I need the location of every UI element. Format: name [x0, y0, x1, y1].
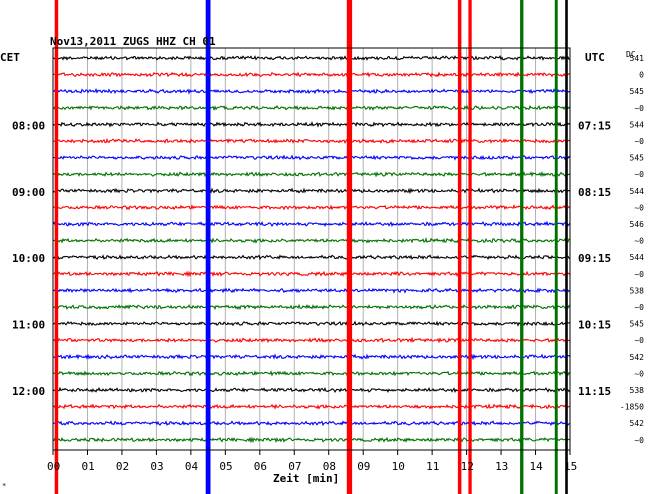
trace-line [52, 204, 571, 211]
cet-hour-label: 10:00 [12, 252, 45, 265]
cet-hour-label: 08:00 [12, 119, 45, 132]
trace-line [52, 54, 571, 61]
chart-title: Nov13,2011 ZUGS HHZ CH 01 [50, 35, 216, 48]
dc-label: DC [626, 50, 636, 59]
cet-hour-label: 09:00 [12, 186, 45, 199]
seismic-traces [52, 54, 571, 444]
utc-hour-label: 08:15 [578, 186, 611, 199]
trace-line [52, 370, 571, 377]
utc-label: UTC [585, 51, 605, 64]
dc-offset-label: ~0 [634, 336, 644, 345]
trace-line [52, 104, 571, 112]
x-tick-label: 05 [219, 460, 232, 473]
trace-line [52, 287, 571, 294]
x-tick-label: 11 [426, 460, 439, 473]
x-tick-label: 09 [357, 460, 370, 473]
dc-offset-label: 546 [630, 220, 645, 229]
x-tick-label: 06 [254, 460, 267, 473]
trace-line [52, 220, 571, 228]
x-tick-label: 13 [495, 460, 508, 473]
dc-offset-label: ~0 [634, 303, 644, 312]
plot-frame [52, 47, 571, 451]
dc-offset-label: 544 [630, 120, 645, 129]
trace-line [52, 187, 571, 195]
trace-line [52, 71, 571, 78]
trace-line [52, 386, 571, 394]
x-tick-label: 04 [185, 460, 199, 473]
dc-offset-label: 544 [630, 187, 645, 196]
utc-hour-label: 09:15 [578, 252, 611, 265]
cet-hour-labels: 08:00 09:00 10:00 11:00 12:00 [12, 119, 45, 398]
dc-offset-label: 545 [630, 87, 645, 96]
dc-offset-label: ~0 [634, 137, 644, 146]
x-tick-label: 12 [461, 460, 474, 473]
dc-offset-label: 544 [630, 253, 645, 262]
trace-line [52, 237, 571, 244]
dc-offset-label: 545 [630, 320, 645, 329]
dc-offset-label: ~0 [634, 237, 644, 246]
dc-offset-label: ~0 [634, 436, 644, 445]
x-tick-label: 10 [392, 460, 405, 473]
dc-offset-label: -1850 [620, 403, 644, 412]
trace-line [52, 353, 571, 361]
dc-offset-label: 538 [630, 286, 645, 295]
event-band [554, 0, 558, 494]
x-tick-label: 14 [530, 460, 544, 473]
event-band [565, 0, 568, 494]
trace-line [52, 120, 571, 128]
x-tick-label: 08 [323, 460, 336, 473]
dc-offset-label: ~0 [634, 170, 644, 179]
x-tick-label: 01 [81, 460, 94, 473]
x-tick-label: 07 [288, 460, 301, 473]
dc-offset-label: 542 [630, 353, 645, 362]
event-band [457, 0, 462, 494]
dc-offset-label: 542 [630, 419, 645, 428]
trace-line [52, 403, 571, 410]
event-band [54, 0, 59, 494]
utc-hour-label: 11:15 [578, 385, 611, 398]
x-tick-label: 00 [47, 460, 60, 473]
dc-offset-label: 0 [639, 71, 644, 80]
grid-lines [86, 48, 537, 450]
event-band [346, 0, 353, 494]
trace-line [52, 320, 571, 327]
x-axis-label: Zeit [min] [273, 472, 339, 485]
dc-offset-label: 541 [630, 54, 645, 63]
dc-offset-label: ~0 [634, 369, 644, 378]
trace-line [52, 303, 571, 311]
trace-line [52, 270, 571, 278]
dc-offset-label: ~0 [634, 203, 644, 212]
dc-offset-label: ~0 [634, 104, 644, 113]
event-band [468, 0, 472, 494]
event-band [520, 0, 524, 494]
dc-offset-label: 545 [630, 154, 645, 163]
x-axis: 00 01 02 03 04 05 06 07 08 09 10 11 12 13 14 15 [47, 450, 577, 473]
x-tick-label: 03 [150, 460, 163, 473]
trace-line [53, 154, 571, 161]
trace-line [52, 254, 571, 261]
svg-text:*: * [2, 482, 6, 490]
cet-hour-label: 12:00 [12, 385, 45, 398]
trace-line [53, 420, 571, 427]
utc-hour-label: 07:15 [578, 119, 611, 132]
trace-line [52, 170, 571, 178]
event-band [205, 0, 211, 494]
trace-line [52, 436, 571, 444]
trace-line [52, 137, 571, 144]
dc-offset-label: 538 [630, 386, 645, 395]
cet-label: CET [0, 51, 20, 64]
dc-offset-labels: 541 0 545 ~0 544 ~0 545 ~0 544 ~0 546 ~0 544 ~0 538 ~0 5… [620, 54, 644, 445]
x-tick-label: 15 [564, 460, 577, 473]
trace-line [52, 336, 571, 344]
cet-hour-label: 11:00 [12, 319, 45, 332]
dc-offset-label: ~0 [634, 270, 644, 279]
seismic-events [54, 0, 568, 494]
utc-hour-labels: 07:15 08:15 09:15 10:15 11:15 [578, 119, 611, 398]
x-tick-label: 02 [116, 460, 129, 473]
utc-hour-label: 10:15 [578, 319, 611, 332]
trace-line [52, 87, 571, 95]
